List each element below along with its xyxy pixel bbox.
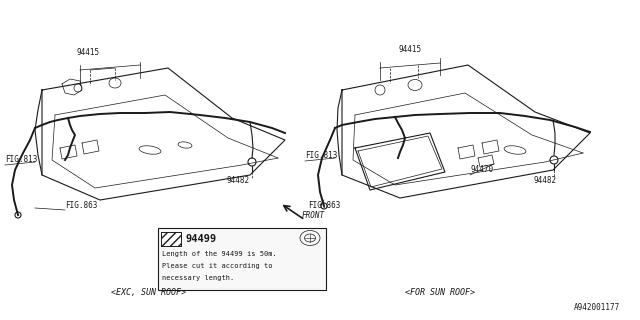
Text: FIG.813: FIG.813 bbox=[5, 155, 37, 164]
Text: Please cut it according to: Please cut it according to bbox=[162, 263, 273, 269]
Text: 94482: 94482 bbox=[533, 176, 557, 185]
Text: 94415: 94415 bbox=[76, 48, 100, 57]
Text: FIG.863: FIG.863 bbox=[308, 201, 340, 210]
Text: FRONT: FRONT bbox=[302, 211, 325, 220]
Text: FIG.813: FIG.813 bbox=[305, 151, 337, 160]
Text: 94482: 94482 bbox=[227, 176, 250, 185]
Text: <EXC, SUN ROOF>: <EXC, SUN ROOF> bbox=[111, 288, 186, 297]
Bar bbox=[161, 232, 181, 246]
Text: 94470: 94470 bbox=[470, 165, 493, 174]
Text: Length of the 94499 is 50m.: Length of the 94499 is 50m. bbox=[162, 251, 276, 257]
Text: necessary length.: necessary length. bbox=[162, 275, 234, 281]
Text: A942001177: A942001177 bbox=[573, 303, 620, 312]
Text: 94499: 94499 bbox=[185, 234, 216, 244]
Text: <FOR SUN ROOF>: <FOR SUN ROOF> bbox=[405, 288, 475, 297]
Text: 94415: 94415 bbox=[399, 45, 422, 54]
Bar bbox=[158, 228, 326, 290]
Text: FIG.863: FIG.863 bbox=[65, 201, 97, 210]
